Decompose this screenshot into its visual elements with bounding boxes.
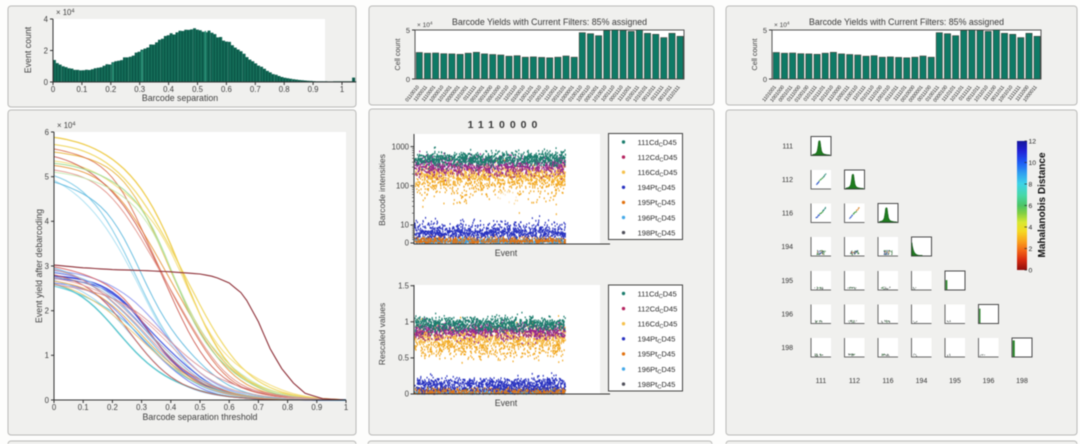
svg-text:2: 2: [45, 307, 49, 316]
svg-text:Event: Event: [495, 398, 518, 408]
svg-text:116CdCD45: 116CdCD45: [638, 320, 678, 331]
svg-text:0.7: 0.7: [253, 403, 264, 412]
svg-text:10: 10: [1029, 160, 1037, 167]
svg-text:4: 4: [45, 217, 50, 226]
svg-text:0.2: 0.2: [105, 85, 116, 94]
svg-text:× 104: × 104: [56, 8, 75, 17]
svg-text:1000: 1000: [392, 142, 410, 151]
svg-text:× 104: × 104: [57, 121, 76, 130]
svg-text:112CdCD45: 112CdCD45: [638, 304, 678, 315]
svg-text:0.5: 0.5: [192, 85, 204, 94]
svg-text:6: 6: [1029, 203, 1033, 210]
svg-text:Rescaled values: Rescaled values: [377, 303, 387, 365]
svg-text:0.1: 0.1: [78, 403, 89, 412]
svg-text:0.9: 0.9: [308, 85, 319, 94]
svg-text:6: 6: [45, 128, 49, 137]
svg-text:0.5: 0.5: [398, 354, 410, 363]
svg-text:0: 0: [44, 78, 49, 87]
svg-text:0.8: 0.8: [282, 403, 293, 412]
svg-text:× 104: × 104: [417, 21, 433, 30]
svg-text:8: 8: [1029, 181, 1033, 188]
svg-text:195: 195: [949, 378, 961, 385]
svg-text:198: 198: [1016, 378, 1028, 385]
svg-text:198: 198: [781, 345, 793, 352]
svg-text:194PtCD45: 194PtCD45: [638, 335, 676, 346]
svg-text:116CdCD45: 116CdCD45: [638, 168, 678, 179]
svg-text:111CdCD45: 111CdCD45: [638, 289, 677, 300]
svg-text:0.4: 0.4: [163, 85, 175, 94]
svg-text:Barcode Yields with Current Fi: Barcode Yields with Current Filters: 85%…: [809, 17, 1004, 27]
svg-text:195PtCD45: 195PtCD45: [638, 198, 676, 209]
svg-text:1.5: 1.5: [398, 281, 410, 290]
svg-text:4: 4: [1029, 224, 1033, 231]
svg-text:194: 194: [916, 378, 928, 385]
svg-text:Cell count: Cell count: [750, 39, 759, 71]
svg-text:4: 4: [44, 15, 49, 24]
svg-text:195: 195: [781, 278, 793, 285]
svg-text:Barcode Yields with Current Fi: Barcode Yields with Current Filters: 85%…: [452, 17, 647, 27]
svg-text:0: 0: [52, 403, 57, 412]
svg-text:1: 1: [344, 403, 348, 412]
svg-text:0: 0: [405, 390, 410, 399]
svg-text:Mahalanobis Distance: Mahalanobis Distance: [1037, 152, 1048, 257]
svg-text:194: 194: [781, 244, 793, 251]
svg-text:0: 0: [763, 75, 767, 84]
svg-text:0: 0: [405, 239, 410, 248]
svg-text:196PtCD45: 196PtCD45: [638, 213, 676, 224]
svg-text:196: 196: [781, 312, 793, 319]
svg-text:100: 100: [396, 182, 410, 191]
svg-text:0.6: 0.6: [224, 403, 235, 412]
svg-text:111CdCD45: 111CdCD45: [638, 138, 677, 149]
svg-text:3: 3: [45, 262, 49, 271]
svg-text:Event: Event: [495, 248, 518, 258]
svg-text:5: 5: [406, 26, 410, 35]
svg-text:Barcode separation: Barcode separation: [142, 93, 218, 103]
svg-text:0.1: 0.1: [76, 85, 87, 94]
svg-text:198PtCD45: 198PtCD45: [638, 228, 676, 239]
svg-text:0.4: 0.4: [165, 403, 177, 412]
svg-text:0.9: 0.9: [311, 403, 322, 412]
svg-text:1: 1: [405, 318, 409, 327]
svg-text:Barcode intensities: Barcode intensities: [377, 154, 387, 226]
svg-text:116: 116: [782, 211, 793, 218]
svg-text:5: 5: [45, 173, 50, 182]
svg-text:194PtCD45: 194PtCD45: [638, 183, 676, 194]
svg-text:112CdCD45: 112CdCD45: [638, 153, 678, 164]
svg-text:0.8: 0.8: [279, 85, 290, 94]
svg-text:112: 112: [849, 378, 860, 385]
svg-text:× 104: × 104: [774, 21, 790, 30]
svg-text:116: 116: [882, 378, 893, 385]
svg-text:Barcode separation threshold: Barcode separation threshold: [143, 412, 258, 422]
svg-text:12: 12: [1029, 138, 1037, 145]
svg-text:0.3: 0.3: [136, 403, 147, 412]
svg-text:196: 196: [983, 378, 995, 385]
svg-text:111: 111: [816, 378, 827, 385]
svg-text:2: 2: [1029, 246, 1033, 253]
svg-text:Cell count: Cell count: [393, 39, 402, 71]
svg-text:0: 0: [406, 75, 410, 84]
svg-text:111: 111: [782, 144, 793, 151]
svg-text:196PtCD45: 196PtCD45: [638, 365, 676, 376]
svg-text:198PtCD45: 198PtCD45: [638, 380, 676, 391]
svg-text:0.5: 0.5: [195, 403, 207, 412]
svg-text:0.7: 0.7: [250, 85, 261, 94]
svg-text:Event count: Event count: [23, 26, 33, 73]
svg-text:0: 0: [45, 396, 50, 405]
svg-text:0.3: 0.3: [134, 85, 145, 94]
svg-text:10: 10: [400, 221, 409, 230]
svg-text:195PtCD45: 195PtCD45: [638, 350, 676, 361]
svg-text:1110000: 1110000: [468, 119, 543, 131]
svg-text:5: 5: [763, 26, 767, 35]
svg-text:1: 1: [340, 85, 344, 94]
svg-text:0: 0: [1029, 267, 1033, 274]
svg-text:112: 112: [782, 177, 793, 184]
svg-text:0: 0: [51, 85, 56, 94]
svg-text:1: 1: [45, 351, 49, 360]
svg-text:0.2: 0.2: [107, 403, 118, 412]
svg-text:0.6: 0.6: [221, 85, 232, 94]
svg-text:2: 2: [44, 46, 48, 55]
svg-text:Event yield after debarcoding: Event yield after debarcoding: [34, 209, 44, 323]
